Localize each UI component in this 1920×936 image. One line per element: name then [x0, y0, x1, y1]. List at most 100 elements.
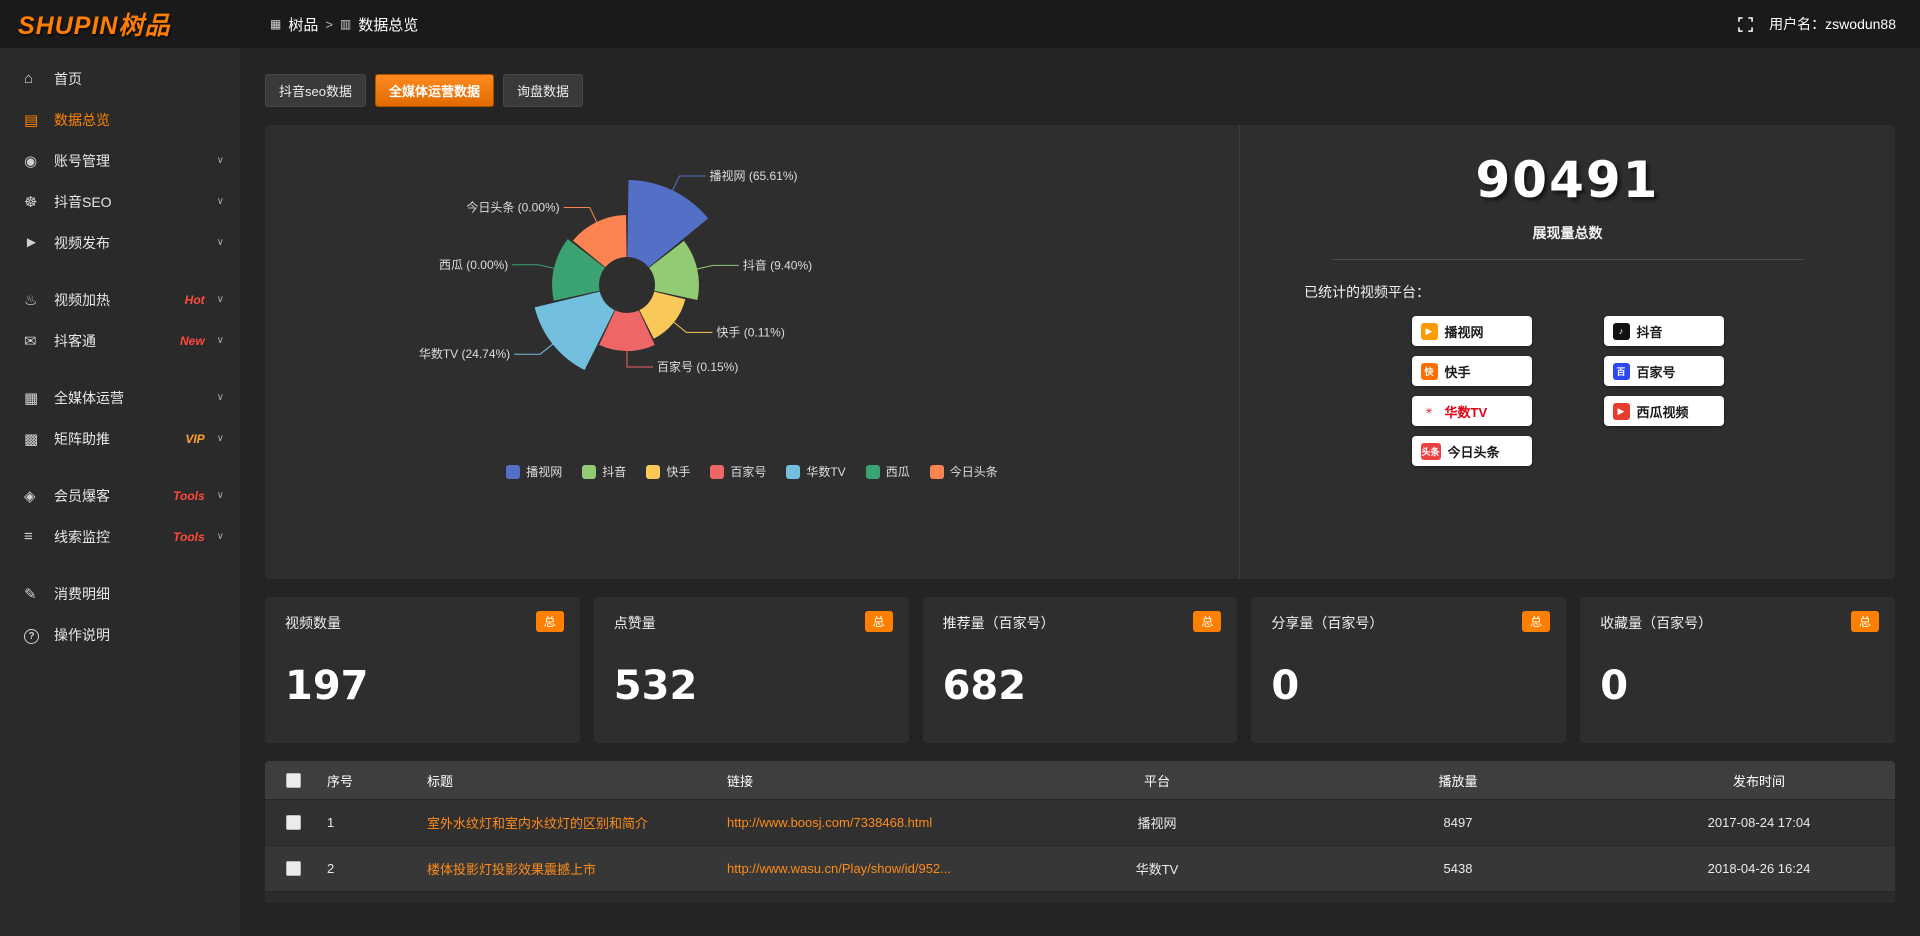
platform-name: 快手 — [1444, 364, 1471, 380]
sidebar-item-consumption-detail[interactable]: ✎ 消费明细 — [0, 573, 240, 614]
sidebar-item-instructions[interactable]: ? 操作说明 — [0, 614, 240, 655]
sidebar-item-all-media-operation[interactable]: ▦ 全媒体运营 ∨ — [0, 377, 240, 418]
menu-tag-tools: Tools — [173, 529, 205, 544]
platform-name: 抖音 — [1636, 324, 1663, 340]
breadcrumb-root[interactable]: 树品 — [288, 16, 319, 34]
row-checkbox[interactable] — [285, 861, 301, 876]
platform-name: 百家号 — [1636, 364, 1676, 380]
svg-text:百家号 (0.15%): 百家号 (0.15%) — [657, 359, 738, 374]
legend-item[interactable]: 华数TV — [786, 463, 846, 480]
tab-inquiry-data[interactable]: 询盘数据 — [502, 74, 583, 107]
column-header-title: 标题 — [427, 773, 454, 789]
video-title-link[interactable]: 室外水纹灯和室内水纹灯的区别和简介 — [427, 816, 649, 831]
impressions-total-value: 90491 — [1475, 151, 1660, 209]
platform-badge-boosj: ▶ 播视网 — [1411, 316, 1532, 346]
sidebar-item-home[interactable]: ⌂ 首页 — [0, 58, 240, 99]
video-upload-icon: ► — [24, 234, 39, 251]
toutiao-icon: 头条 — [1420, 442, 1441, 460]
legend-item[interactable]: 播视网 — [506, 463, 562, 480]
svg-text:华数TV (24.74%): 华数TV (24.74%) — [419, 346, 510, 361]
row-index: 1 — [327, 815, 335, 830]
video-url-link[interactable]: http://www.wasu.cn/Play/show/id/952... — [727, 861, 951, 876]
column-header-link: 链接 — [727, 773, 754, 789]
sidebar-item-video-heating[interactable]: ♨ 视频加热 Hot ∨ — [0, 279, 240, 320]
svg-text:播视网 (65.61%): 播视网 (65.61%) — [710, 168, 798, 183]
sidebar-item-douyin-seo[interactable]: ☸ 抖音SEO ∨ — [0, 181, 240, 222]
stat-card-label: 收藏量（百家号） — [1600, 615, 1713, 631]
legend-item[interactable]: 快手 — [646, 463, 690, 480]
breadcrumb: ▦ 树品 > ▥ 数据总览 — [270, 14, 418, 35]
legend-item[interactable]: 抖音 — [582, 463, 626, 480]
platform-badge-wasu: ✳ 华数TV — [1411, 396, 1532, 426]
svg-text:快手 (0.11%): 快手 (0.11%) — [716, 325, 784, 339]
total-badge: 总 — [1522, 611, 1551, 632]
tab-douyin-seo-data[interactable]: 抖音seo数据 — [265, 74, 366, 107]
legend-item[interactable]: 西瓜 — [865, 463, 910, 480]
platform-name: 今日头条 — [1447, 444, 1500, 460]
sidebar-item-video-publish[interactable]: ► 视频发布 ∨ — [0, 222, 240, 263]
svg-text:抖音 (9.40%): 抖音 (9.40%) — [743, 257, 812, 272]
sidebar-item-lead-monitoring[interactable]: ≡ 线索监控 Tools ∨ — [0, 516, 240, 557]
chevron-down-icon: ∨ — [216, 196, 224, 207]
stat-card-value: 682 — [942, 663, 1027, 709]
select-all-checkbox[interactable] — [285, 772, 301, 788]
chevron-down-icon: ∨ — [216, 237, 224, 248]
sidebar-item-doukettong[interactable]: ✉ 抖客通 New ∨ — [0, 320, 240, 361]
stat-card-label: 点赞量 — [613, 615, 656, 631]
platform-badges-col-2: ♪ 抖音 百 百家号 ▶ 西瓜视频 — [1603, 316, 1724, 466]
platform-name: 西瓜视频 — [1636, 404, 1689, 420]
summary-section: 90491 展现量总数 已统计的视频平台： ▶ 播视网 快 快手 ✳ 华数T — [1240, 125, 1895, 579]
grid-icon: ▩ — [24, 430, 39, 448]
platform-badges: ▶ 播视网 快 快手 ✳ 华数TV 头条 今日头条 — [1240, 316, 1895, 466]
total-badge: 总 — [535, 611, 564, 632]
chevron-down-icon: ∨ — [216, 155, 224, 166]
tab-all-media-operation-data[interactable]: 全媒体运营数据 — [374, 74, 494, 107]
row-plays: 8497 — [1443, 815, 1473, 830]
column-header-publish-time: 发布时间 — [1732, 773, 1785, 789]
row-checkbox[interactable] — [285, 815, 301, 830]
chart-section: 播视网 (65.61%) 抖音 (9.40%) 快手 (0.11%) 百家号 (0.1… — [265, 125, 1240, 579]
table-row: 1 室外水纹灯和室内水纹灯的区别和简介 http://www.boosj.com… — [265, 799, 1895, 845]
fullscreen-icon[interactable] — [1738, 16, 1753, 32]
row-index: 2 — [327, 861, 335, 876]
chevron-down-icon: ∨ — [216, 392, 224, 403]
video-title-link[interactable]: 楼体投影灯投影效果震撼上市 — [427, 862, 597, 877]
filter-icon: ≡ — [24, 528, 33, 545]
platform-badge-toutiao: 头条 今日头条 — [1411, 436, 1532, 466]
platform-badges-col-1: ▶ 播视网 快 快手 ✳ 华数TV 头条 今日头条 — [1411, 316, 1532, 466]
sidebar-item-label: 操作说明 — [54, 626, 110, 643]
table-header-row: 序号 标题 链接 平台 播放量 发布时间 — [265, 761, 1895, 799]
sidebar-item-label: 会员爆客 — [54, 487, 110, 504]
sidebar-item-member-burst[interactable]: ◈ 会员爆客 Tools ∨ — [0, 475, 240, 516]
header-right: 用户名：zswodun88 — [1738, 14, 1920, 34]
app-logo: SHUPIN树品 — [18, 12, 171, 40]
stat-card-video-count: 视频数量 总 197 — [265, 597, 580, 743]
sidebar: ⌂ 首页 ▤ 数据总览 ◉ 账号管理 ∨ ☸ 抖音SEO ∨ ► 视频发布 ∨ … — [0, 48, 240, 936]
legend-item[interactable]: 百家号 — [710, 463, 766, 480]
legend-item[interactable]: 今日头条 — [929, 463, 998, 480]
platform-name: 华数TV — [1444, 404, 1488, 420]
douyin-icon: ♪ — [1612, 322, 1630, 340]
breadcrumb-separator: > — [325, 16, 333, 32]
stat-card-label: 分享量（百家号） — [1271, 615, 1384, 631]
sidebar-item-matrix-boost[interactable]: ▩ 矩阵助推 VIP ∨ — [0, 418, 240, 459]
fire-icon: ♨ — [24, 291, 38, 309]
impressions-total-label: 展现量总数 — [1532, 225, 1603, 241]
sidebar-group-gap — [0, 557, 240, 573]
row-platform: 华数TV — [1135, 862, 1179, 877]
tabs-bar: 抖音seo数据 全媒体运营数据 询盘数据 — [265, 74, 1895, 107]
column-header-index: 序号 — [327, 773, 354, 789]
gear-icon: ☸ — [24, 193, 38, 211]
video-url-link[interactable]: http://www.boosj.com/7338468.html — [727, 815, 933, 830]
video-data-table: 序号 标题 链接 平台 播放量 发布时间 1 室外水纹灯和室内水纹灯的区别和简介… — [265, 761, 1895, 903]
username[interactable]: 用户名：zswodun88 — [1769, 16, 1896, 32]
sidebar-item-label: 线索监控 — [54, 528, 110, 545]
chevron-down-icon: ∨ — [216, 294, 224, 305]
total-badge: 总 — [1193, 611, 1222, 632]
svg-text:今日头条 (0.00%): 今日头条 (0.00%) — [466, 200, 559, 215]
platforms-label: 已统计的视频平台： — [1304, 284, 1430, 300]
sidebar-item-data-overview[interactable]: ▤ 数据总览 — [0, 99, 240, 140]
wasu-icon: ✳ — [1420, 402, 1438, 420]
sidebar-item-account-management[interactable]: ◉ 账号管理 ∨ — [0, 140, 240, 181]
platform-badge-kuaishou: 快 快手 — [1411, 356, 1532, 386]
